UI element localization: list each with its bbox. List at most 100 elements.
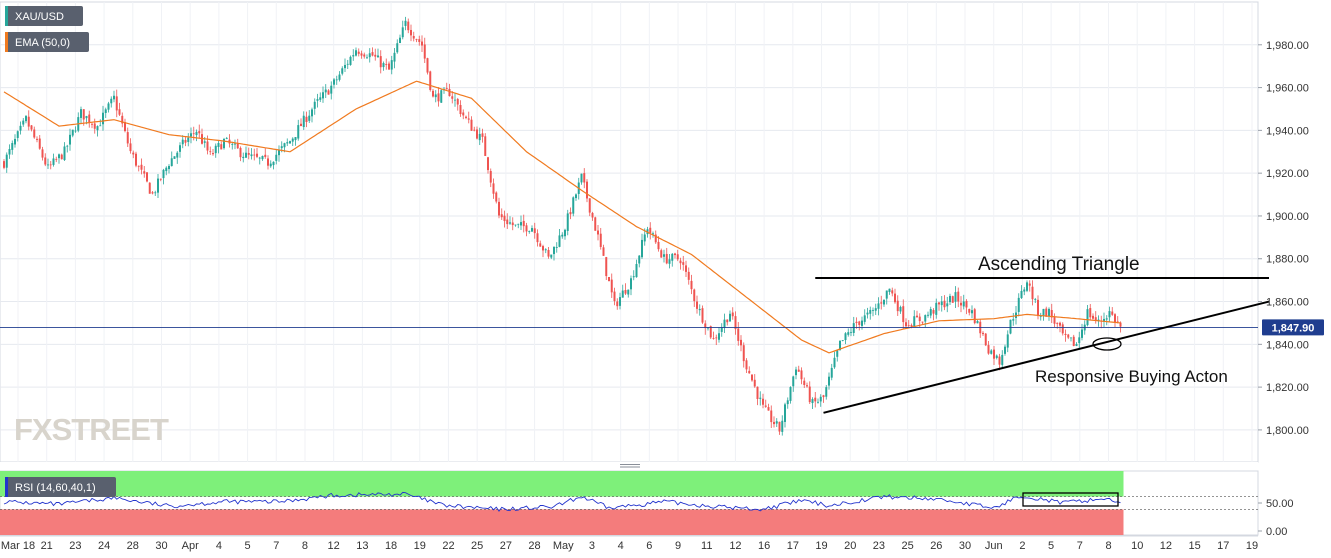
candle (316, 93, 319, 108)
price-axis[interactable]: 1,800.00 1,820.00 1,840.00 1,860.00 1,880.00… (1258, 40, 1309, 437)
candle (311, 107, 313, 123)
candle (52, 153, 55, 167)
candle (470, 116, 473, 131)
candle-body (1086, 309, 1089, 326)
candle (333, 77, 335, 89)
candle-body (572, 197, 575, 214)
candle (500, 208, 503, 220)
pane-splitter[interactable] (0, 462, 1258, 471)
candle (993, 345, 995, 366)
candle (355, 47, 357, 57)
candle-body (82, 109, 85, 120)
time-axis[interactable]: Mar 18 21 23 24 28 30 Apr 4 5 7 8 12 13 18 19 22 25 27 28 M… (0, 535, 1258, 552)
candle-body (1070, 337, 1072, 339)
candle-body (993, 349, 995, 359)
candle-body (209, 151, 212, 153)
candle-body (44, 157, 47, 165)
candle (313, 98, 316, 115)
time-tick-label: 12 (729, 540, 741, 552)
candle-body (918, 316, 921, 322)
candle (946, 296, 949, 313)
candle-body (272, 161, 275, 166)
candle-body (803, 380, 806, 385)
candle (698, 304, 701, 316)
candle (410, 24, 412, 42)
candle (1070, 337, 1072, 342)
candle-body (187, 137, 190, 142)
candle-body (861, 320, 863, 326)
candle-body (767, 407, 770, 411)
candle (877, 297, 880, 316)
candle-body (580, 173, 583, 183)
candle (91, 122, 93, 129)
candle-body (448, 88, 451, 96)
candle (968, 308, 971, 316)
candle (437, 87, 440, 107)
candle-body (212, 153, 214, 155)
candle-body (308, 115, 311, 121)
time-tick-label: 30 (155, 540, 167, 552)
candle-body (19, 125, 22, 131)
candle (319, 92, 322, 103)
candle-body (731, 312, 734, 317)
time-tick-label: 9 (675, 540, 681, 552)
candle (1034, 297, 1037, 304)
time-tick-label: Jun (985, 540, 1003, 552)
candle (1026, 280, 1028, 293)
candle (242, 152, 245, 163)
candle-body (742, 345, 745, 362)
candle-body (256, 153, 258, 157)
candle-body (110, 98, 113, 104)
candle-body (630, 278, 632, 290)
candle-body (528, 231, 531, 232)
candle-body (190, 133, 192, 137)
candle-body (712, 338, 715, 339)
candle (591, 211, 594, 221)
price-tick-label: 1,980.00 (1266, 40, 1309, 52)
time-tick-label: 19 (815, 540, 827, 552)
legend-ema[interactable]: EMA (50,0) (5, 32, 89, 52)
candle (157, 173, 159, 198)
rsi-axis[interactable]: 0.00 50.00 (1258, 498, 1294, 538)
candle-body (649, 227, 652, 233)
candle-body (638, 255, 641, 264)
candle (822, 394, 825, 403)
candle (564, 228, 566, 240)
candle-body (487, 157, 489, 171)
candle (998, 353, 1001, 371)
candle (440, 88, 443, 103)
candle-body (245, 152, 247, 158)
rsi-pane[interactable]: RSI (14,60,40,1) (0, 470, 1259, 536)
candle-body (737, 328, 740, 341)
time-tick-label: 3 (589, 540, 595, 552)
candle (338, 71, 341, 82)
candle (621, 284, 624, 298)
price-pane[interactable]: FXSTREET Ascending Triangle Responsive B… (0, 1, 1270, 463)
candle-body (338, 74, 341, 80)
candle (382, 61, 385, 71)
candle (1059, 321, 1061, 333)
candle (753, 374, 756, 388)
candle-body (916, 315, 918, 318)
candle-body (800, 370, 803, 380)
candle-body (701, 308, 704, 323)
candle-body (214, 145, 217, 154)
rsi-legend[interactable]: RSI (14,60,40,1) (5, 477, 116, 497)
candle (71, 129, 74, 138)
candle (374, 48, 377, 61)
candle-body (239, 147, 242, 158)
candle-body (344, 64, 346, 69)
candle-body (154, 192, 157, 194)
candle-body (426, 58, 429, 73)
candle-body (877, 303, 880, 309)
candle (1042, 308, 1045, 321)
candle-body (267, 158, 269, 166)
candle-body (709, 326, 712, 338)
candle-body (121, 115, 124, 124)
candle (1094, 311, 1097, 324)
candle (775, 418, 778, 428)
candle (492, 178, 495, 199)
candle-body (729, 313, 731, 322)
candle (707, 327, 709, 331)
legend-symbol[interactable]: XAU/USD (5, 6, 83, 26)
